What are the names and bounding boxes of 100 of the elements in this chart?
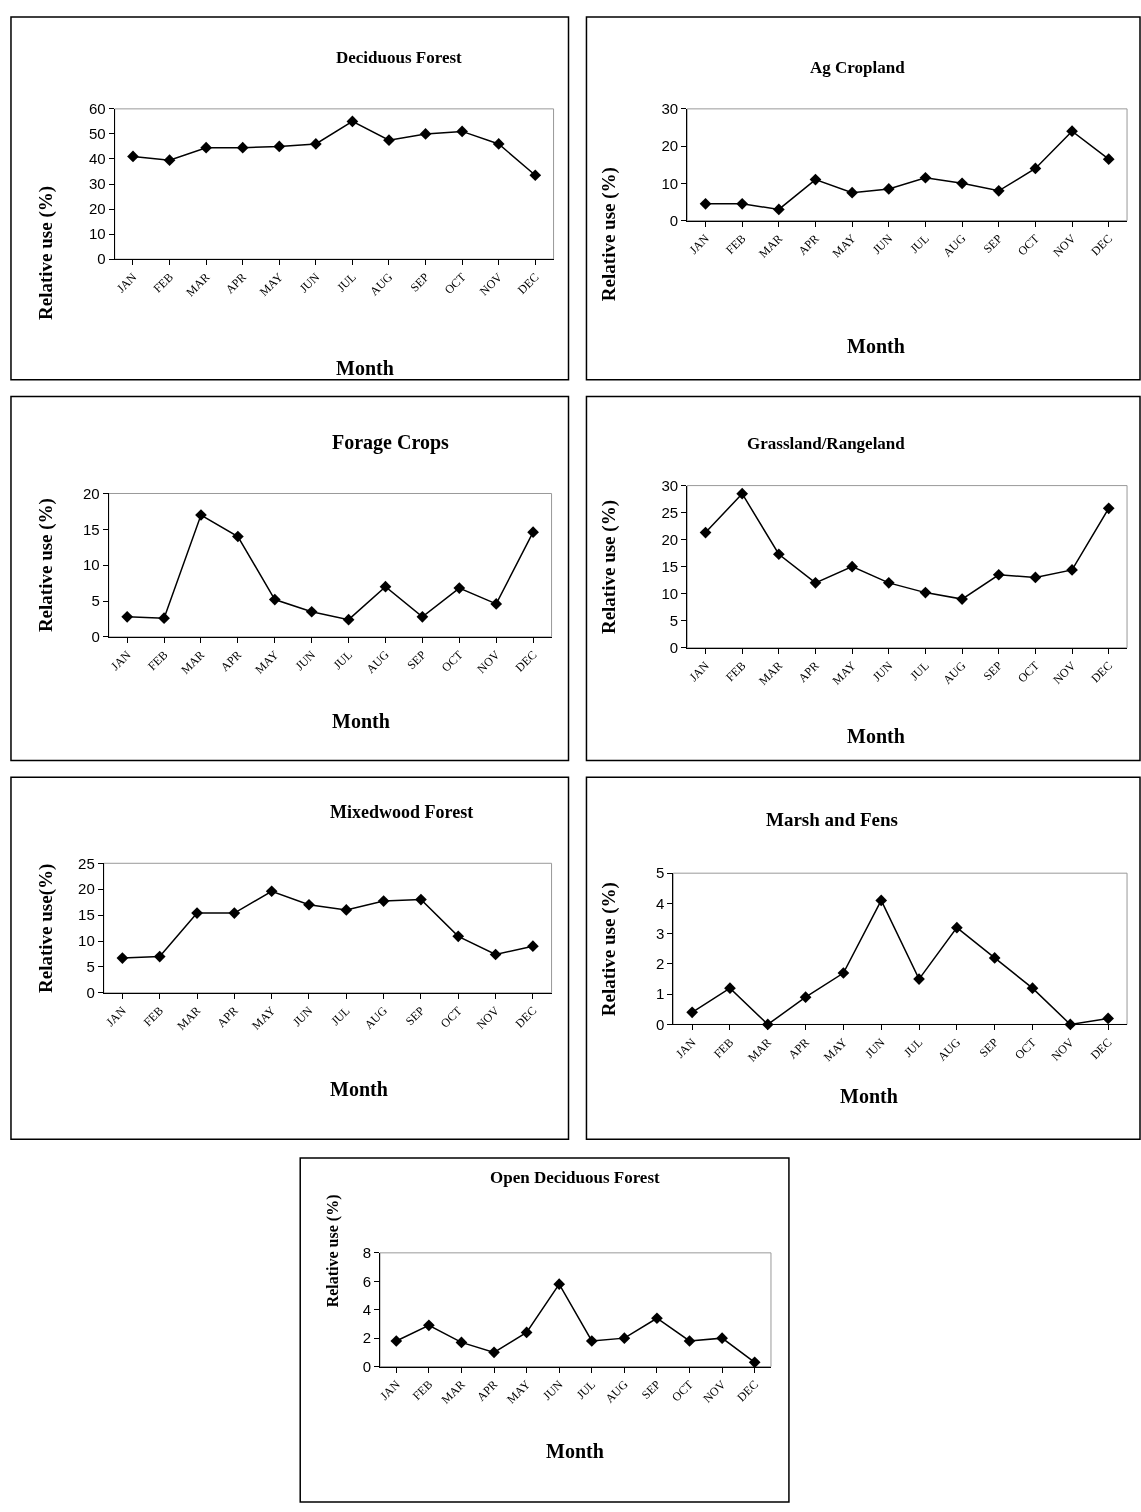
- point: [837, 967, 850, 979]
- x-axis-title: Month: [840, 1085, 898, 1107]
- point: [163, 154, 176, 167]
- y-tick-label: 30: [89, 175, 106, 193]
- y-tick-label: 0: [669, 638, 679, 656]
- point: [956, 593, 968, 605]
- x-axis-title: Month: [332, 710, 390, 732]
- point: [553, 1278, 566, 1290]
- point: [651, 1312, 663, 1325]
- point: [809, 577, 822, 589]
- y-tick-label: 20: [661, 137, 679, 155]
- y-tick-label: 4: [362, 1300, 372, 1318]
- point: [736, 487, 749, 500]
- x-tick-label: JUL: [330, 647, 355, 673]
- x-axis-title: Month: [546, 1440, 604, 1462]
- y-tick-label: 0: [91, 628, 100, 646]
- point: [683, 1335, 696, 1347]
- point: [456, 125, 468, 138]
- point: [488, 1346, 500, 1359]
- point: [305, 605, 318, 618]
- point: [527, 526, 539, 539]
- point: [236, 141, 249, 154]
- chart-title: Forage Crops: [332, 431, 450, 454]
- y-tick-label: 15: [78, 906, 95, 924]
- x-tick-label: SEP: [407, 269, 433, 295]
- x-tick-label: FEB: [723, 231, 749, 257]
- y-tick-label: 6: [362, 1272, 372, 1290]
- point: [736, 197, 749, 210]
- point: [846, 186, 858, 199]
- point: [699, 197, 712, 210]
- x-tick-label: FEB: [409, 1377, 436, 1403]
- y-axis-title: Relative use (%): [597, 500, 620, 635]
- point: [882, 577, 895, 589]
- point: [951, 921, 963, 934]
- point: [1102, 153, 1115, 165]
- x-tick-label: FEB: [710, 1035, 737, 1061]
- point: [489, 948, 502, 961]
- y-tick-label: 20: [78, 880, 95, 898]
- point: [232, 530, 244, 543]
- y-tick-label: 2: [655, 955, 665, 973]
- point: [423, 1319, 435, 1332]
- x-tick-label: SEP: [980, 658, 1006, 684]
- point: [1102, 502, 1115, 515]
- point: [618, 1332, 631, 1344]
- y-tick-label: 10: [83, 556, 100, 574]
- y-tick-label: 1: [655, 985, 665, 1003]
- point: [529, 169, 542, 182]
- point: [1066, 564, 1078, 576]
- point: [158, 612, 170, 625]
- x-tick-label: FEB: [723, 658, 749, 685]
- point: [268, 593, 281, 606]
- y-tick-label: 5: [86, 958, 95, 976]
- point: [228, 907, 241, 919]
- x-tick-label: APR: [222, 270, 250, 297]
- point: [303, 898, 315, 911]
- point: [492, 138, 505, 150]
- point: [273, 140, 286, 153]
- x-tick-label: SEP: [402, 1003, 428, 1029]
- point: [956, 177, 968, 190]
- point: [390, 1335, 403, 1347]
- point: [200, 141, 212, 154]
- point: [992, 184, 1005, 197]
- point: [1102, 1012, 1114, 1025]
- point: [416, 610, 429, 623]
- chart-title: Ag Cropland: [810, 58, 906, 77]
- point: [452, 930, 465, 943]
- x-tick-label: APR: [217, 647, 245, 675]
- y-tick-label: 4: [655, 894, 665, 912]
- point: [919, 586, 932, 599]
- y-tick-label: 20: [83, 484, 100, 502]
- y-axis-title: Relative use (%): [323, 1194, 342, 1308]
- point: [882, 183, 895, 195]
- x-tick-label: JUL: [907, 658, 932, 684]
- y-tick-label: 15: [83, 520, 100, 538]
- y-axis-title: Relative use (%): [34, 498, 57, 633]
- y-tick-label: 20: [661, 530, 679, 548]
- x-tick-label: FEB: [144, 647, 171, 674]
- x-axis-title: Month: [847, 335, 905, 357]
- point: [809, 173, 822, 186]
- y-axis-title: Relative use (%): [597, 882, 620, 1017]
- x-axis-title: Month: [330, 1078, 388, 1100]
- point: [340, 904, 353, 916]
- y-tick-label: 25: [78, 854, 95, 872]
- x-tick-label: SEP: [976, 1035, 1002, 1060]
- point: [383, 134, 395, 147]
- point: [520, 1326, 533, 1339]
- y-tick-label: 8: [362, 1244, 372, 1262]
- x-tick-label: FEB: [150, 270, 176, 296]
- y-tick-label: 50: [89, 125, 106, 143]
- point: [527, 940, 539, 953]
- y-tick-label: 0: [669, 211, 679, 229]
- x-tick-label: FEB: [140, 1003, 167, 1030]
- y-tick-label: 10: [78, 932, 95, 950]
- x-tick-label: JUL: [907, 231, 932, 256]
- point: [919, 171, 932, 184]
- point: [116, 952, 129, 964]
- point: [846, 560, 858, 573]
- x-tick-label: SEP: [404, 647, 429, 673]
- point: [1029, 571, 1042, 584]
- y-tick-label: 0: [655, 1015, 665, 1033]
